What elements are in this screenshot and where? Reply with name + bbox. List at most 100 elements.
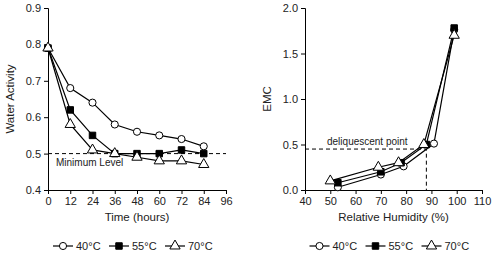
- x-axis: 01224364860728496: [45, 190, 232, 207]
- y-tick: 0.6: [26, 111, 48, 123]
- y-tick-label: 0.8: [26, 38, 41, 50]
- series-marker: [87, 144, 97, 153]
- series-marker: [178, 135, 185, 142]
- legend: 40°C55°C70°C: [53, 240, 213, 252]
- x-axis-title: Time (hours): [105, 211, 170, 223]
- page: (function () { var charts = JSON.parse(d…: [0, 0, 500, 256]
- legend: 40°C 55°C 70°C: [310, 240, 470, 252]
- y-tick-label: 1.5: [283, 48, 298, 60]
- x-tick: 40: [299, 190, 311, 207]
- series-marker: [154, 155, 164, 164]
- x-tick-mark: [406, 190, 407, 194]
- x-tick-mark: [137, 190, 138, 194]
- x-tick-label: 70: [375, 195, 387, 207]
- series-marker: [176, 155, 186, 164]
- y-tick-mark: [44, 8, 48, 9]
- series-line: [48, 48, 204, 154]
- y-axis: 0.4 0.5 0.6 0.7 0.8 0.9: [26, 2, 49, 196]
- series-line: [338, 28, 454, 183]
- y-tick: 0.9: [26, 2, 48, 14]
- series-marker: [373, 161, 383, 170]
- legend-marker: [426, 240, 436, 249]
- x-tick-label: 60: [154, 195, 166, 207]
- legend-marker: [372, 243, 378, 249]
- chart: 012243648607284960.40.50.60.70.80.9Time …: [4, 2, 233, 252]
- y-axis-line: [301, 9, 306, 191]
- series-marker: [110, 148, 120, 157]
- series-marker: [430, 140, 437, 147]
- y-tick: 2.0: [283, 2, 305, 14]
- series-marker: [335, 179, 341, 185]
- x-tick-mark: [330, 190, 331, 194]
- plot-area: [43, 42, 226, 167]
- x-tick-mark: [226, 190, 227, 194]
- x-tick-label: 72: [176, 195, 188, 207]
- series-marker: [111, 121, 118, 128]
- y-axis: 0.00.51.01.52.0: [283, 2, 306, 196]
- x-tick: 24: [87, 190, 99, 207]
- y-tick: 0.5: [26, 148, 48, 160]
- y-tick-mark: [44, 81, 48, 82]
- series-marker: [43, 42, 53, 51]
- y-tick-label: 0.4: [26, 184, 41, 196]
- legend-entry: 55°C: [366, 240, 414, 252]
- series-marker: [449, 29, 459, 38]
- series-marker: [67, 85, 74, 92]
- x-tick: 110: [474, 190, 492, 207]
- y-tick: 1.5: [283, 48, 305, 60]
- y-tick-label: 0.0: [283, 184, 298, 196]
- x-tick: 70: [375, 190, 387, 207]
- x-tick-mark: [457, 190, 458, 194]
- x-tick-label: 36: [109, 195, 121, 207]
- figure: 012243648607284960.40.50.60.70.80.9Time …: [0, 0, 500, 256]
- x-tick-label: 110: [474, 195, 492, 207]
- chart: 4050607080901001100.00.51.01.52.0Relativ…: [261, 2, 491, 252]
- legend-entry: 40°C: [310, 240, 358, 252]
- legend-label: 55°C: [132, 240, 157, 252]
- y-tick-mark: [44, 190, 48, 191]
- x-tick-label: 24: [87, 195, 99, 207]
- legend-entry: 40°C: [53, 240, 101, 252]
- x-tick-mark: [431, 190, 432, 194]
- x-axis-line: [306, 191, 483, 195]
- series-marker: [65, 119, 75, 128]
- series-marker: [178, 147, 184, 153]
- x-tick-mark: [356, 190, 357, 194]
- series-marker: [200, 143, 207, 150]
- x-tick-mark: [381, 190, 382, 194]
- x-tick-label: 84: [198, 195, 210, 207]
- series-marker: [199, 159, 209, 168]
- x-tick: 36: [109, 190, 121, 207]
- x-tick-label: 90: [426, 195, 438, 207]
- y-tick-label: 0.7: [26, 75, 41, 87]
- y-axis-line: [44, 9, 49, 191]
- series-marker: [89, 132, 95, 138]
- series-marker: [393, 157, 403, 166]
- series-marker: [156, 132, 163, 139]
- y-tick-mark: [301, 190, 305, 191]
- legend-marker: [116, 243, 122, 249]
- x-axis-title: Relative Humidity (%): [338, 211, 449, 223]
- y-tick: 0.7: [26, 75, 48, 87]
- series-line: [48, 48, 204, 164]
- x-tick-label: 80: [401, 195, 413, 207]
- series-marker: [325, 175, 335, 184]
- x-tick-mark: [204, 190, 205, 194]
- annotation: Minimum Level: [56, 157, 123, 168]
- y-tick-mark: [44, 154, 48, 155]
- x-tick: 0: [45, 190, 51, 207]
- y-axis-title: Water Activity: [4, 64, 16, 133]
- series-marker: [89, 99, 96, 106]
- y-tick: 0.5: [283, 139, 305, 151]
- x-tick: 12: [65, 190, 77, 207]
- y-tick-label: 0.5: [283, 139, 298, 151]
- x-axis: 405060708090100110: [299, 190, 491, 207]
- legend-marker: [59, 242, 66, 249]
- legend-label: 70°C: [445, 240, 470, 252]
- legend-label: 55°C: [389, 240, 414, 252]
- y-tick-label: 2.0: [283, 2, 298, 14]
- series-marker: [133, 128, 140, 135]
- series-marker: [67, 107, 73, 113]
- x-tick: 90: [426, 190, 438, 207]
- x-tick-mark: [482, 190, 483, 194]
